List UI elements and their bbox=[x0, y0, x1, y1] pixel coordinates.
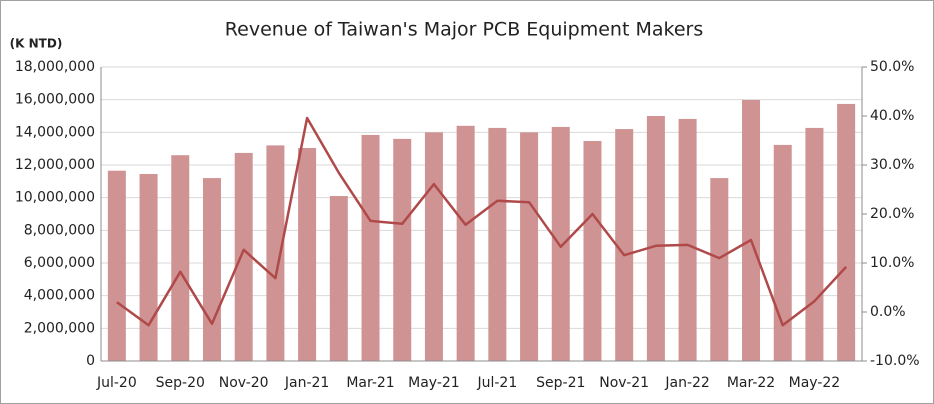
y2-tick-label: 50.0% bbox=[870, 59, 914, 75]
y2-tick-label: 10.0% bbox=[870, 255, 914, 271]
bar bbox=[361, 134, 380, 361]
y-tick-label: 2,000,000 bbox=[24, 320, 95, 336]
bar bbox=[488, 127, 507, 361]
x-tick-label: May-22 bbox=[789, 375, 841, 391]
bar bbox=[393, 138, 412, 361]
y-tick-label: 0 bbox=[86, 353, 95, 369]
bar bbox=[171, 155, 190, 361]
bar bbox=[424, 132, 443, 361]
bar bbox=[266, 145, 285, 361]
bar bbox=[329, 196, 348, 361]
bar bbox=[551, 126, 570, 362]
x-tick-label: Jul-21 bbox=[476, 375, 517, 391]
x-tick-label: Sep-20 bbox=[156, 375, 205, 391]
y-tick-label: 12,000,000 bbox=[15, 157, 95, 173]
bar bbox=[742, 99, 761, 361]
chart-title: Revenue of Taiwan's Major PCB Equipment … bbox=[225, 19, 703, 41]
x-tick-label: Mar-21 bbox=[346, 375, 394, 391]
bar bbox=[805, 127, 824, 361]
bar bbox=[456, 125, 475, 361]
x-tick-label: Nov-21 bbox=[599, 375, 649, 391]
y-axis-label: (K NTD) bbox=[10, 37, 63, 51]
x-tick-label: Jul-20 bbox=[96, 375, 137, 391]
x-tick-label: Jan-21 bbox=[284, 375, 329, 391]
y2-tick-label: 20.0% bbox=[870, 206, 914, 222]
bar bbox=[773, 144, 792, 361]
line bbox=[116, 116, 848, 327]
y2-tick-label: 0.0% bbox=[870, 304, 906, 320]
y2-tick-label: -10.0% bbox=[870, 353, 920, 369]
y-tick-label: 14,000,000 bbox=[15, 124, 95, 140]
y-tick-label: 16,000,000 bbox=[15, 92, 95, 108]
bar bbox=[234, 152, 253, 361]
bar bbox=[139, 173, 158, 361]
bar bbox=[298, 148, 317, 361]
x-tick-label: May-21 bbox=[408, 375, 460, 391]
y-tick-label: 8,000,000 bbox=[24, 222, 95, 238]
bar bbox=[710, 178, 729, 361]
y2-tick-label: 30.0% bbox=[870, 157, 914, 173]
x-tick-label: Jan-22 bbox=[664, 375, 709, 391]
y2-tick-label: 40.0% bbox=[870, 108, 914, 124]
y-tick-label: 4,000,000 bbox=[24, 288, 95, 304]
bar bbox=[583, 140, 602, 361]
x-tick-label: Mar-22 bbox=[727, 375, 775, 391]
bar bbox=[202, 178, 221, 361]
bar bbox=[107, 170, 126, 361]
y-tick-label: 18,000,000 bbox=[15, 59, 95, 75]
bar bbox=[615, 129, 634, 361]
x-tick-label: Nov-20 bbox=[219, 375, 269, 391]
x-tick-label: Sep-21 bbox=[536, 375, 585, 391]
y-tick-label: 6,000,000 bbox=[24, 255, 95, 271]
bar bbox=[520, 132, 539, 361]
bar bbox=[678, 118, 697, 361]
bar bbox=[646, 116, 665, 361]
y-tick-label: 10,000,000 bbox=[15, 190, 95, 206]
bar bbox=[837, 103, 856, 361]
